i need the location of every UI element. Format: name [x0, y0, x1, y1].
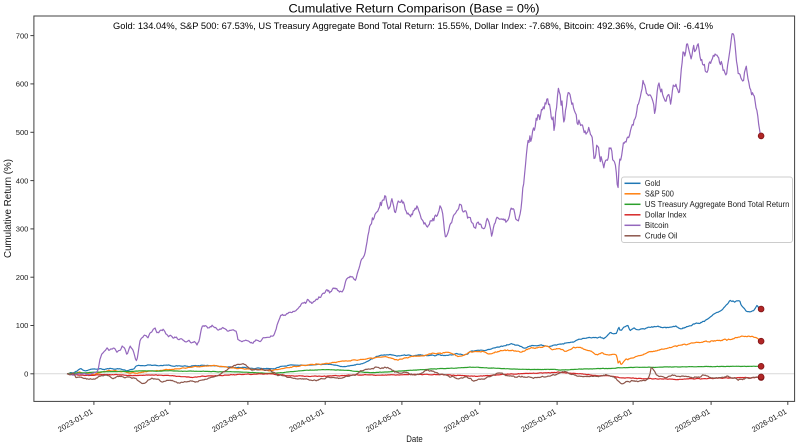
svg-text:400: 400: [16, 176, 29, 185]
svg-text:Bitcoin: Bitcoin: [645, 221, 669, 230]
svg-text:600: 600: [16, 80, 29, 89]
svg-text:Crude Oil: Crude Oil: [645, 232, 678, 241]
svg-text:500: 500: [16, 128, 29, 137]
svg-text:S&P 500: S&P 500: [645, 190, 675, 199]
svg-text:100: 100: [16, 321, 29, 330]
svg-text:Dollar Index: Dollar Index: [645, 211, 687, 220]
svg-text:0: 0: [24, 370, 28, 379]
svg-text:300: 300: [16, 225, 29, 234]
svg-text:Cumulative Return (%): Cumulative Return (%): [3, 159, 14, 258]
svg-text:700: 700: [16, 31, 29, 40]
svg-text:US Treasury Aggregate Bond Tot: US Treasury Aggregate Bond Total Return: [645, 200, 790, 209]
svg-text:Gold: 134.04%, S&P 500: 67.53%: Gold: 134.04%, S&P 500: 67.53%, US Treas…: [113, 21, 713, 31]
svg-text:Cumulative Return Comparison (: Cumulative Return Comparison (Base = 0%): [289, 1, 540, 15]
svg-text:Date: Date: [406, 434, 423, 444]
svg-text:200: 200: [16, 273, 29, 282]
svg-text:Gold: Gold: [645, 179, 660, 188]
